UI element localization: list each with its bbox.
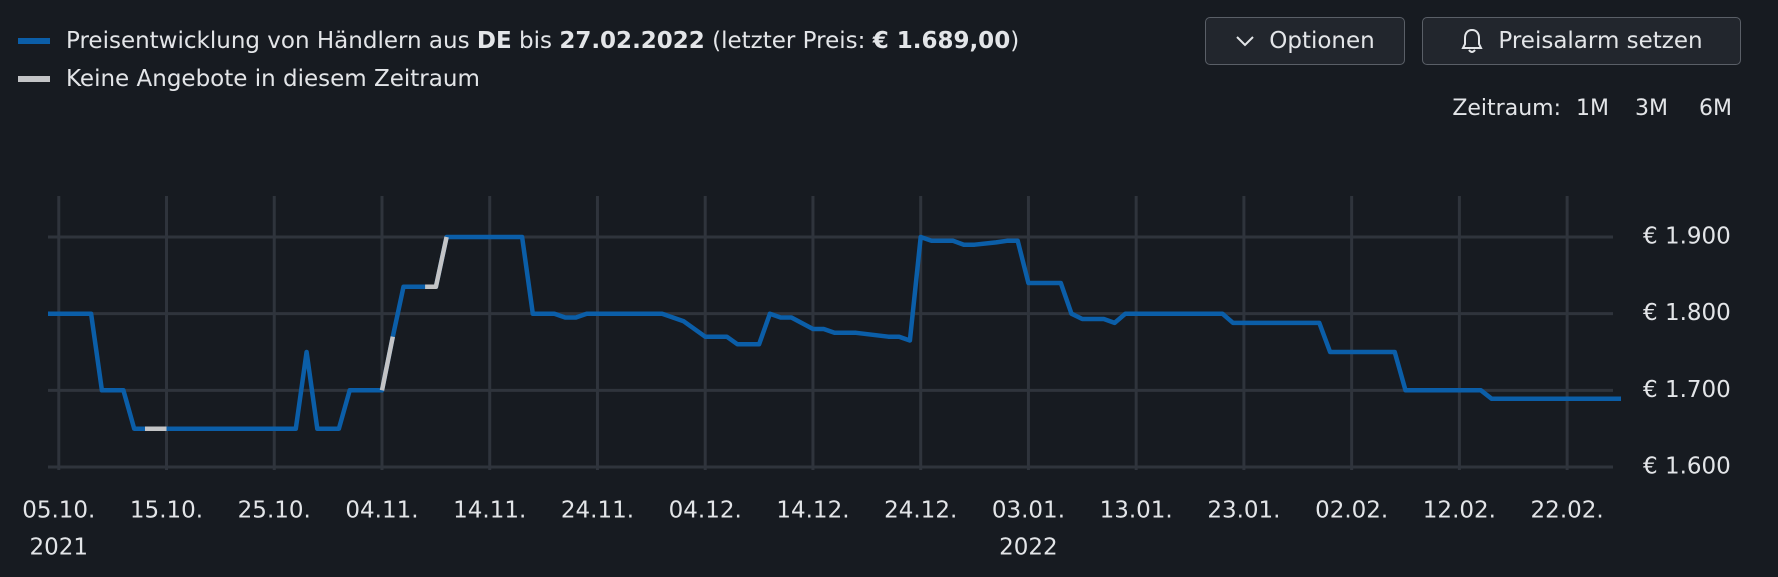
x-tick-label: 25.10. <box>238 498 311 524</box>
x-tick-label: 04.12. <box>669 498 742 524</box>
period-option[interactable]: 6M <box>1699 96 1732 121</box>
legend-entry: Preisentwicklung von Händlern aus DE bis… <box>18 28 1019 54</box>
x-tick-label: 24.12. <box>884 498 957 524</box>
year-label: 2022 <box>999 535 1058 561</box>
button-label: Optionen <box>1269 28 1375 54</box>
legend-swatch <box>18 76 50 82</box>
legend-label: Preisentwicklung von Händlern aus DE bis… <box>66 28 1019 54</box>
price-line <box>145 236 449 431</box>
x-tick-label: 14.12. <box>776 498 849 524</box>
alarm-button[interactable]: Preisalarm setzen <box>1422 17 1741 65</box>
year-label: 2021 <box>30 535 89 561</box>
y-tick-label: € 1.900 <box>1643 224 1731 250</box>
period-label: Zeitraum: <box>1452 96 1561 121</box>
x-tick-label: 04.11. <box>345 498 418 524</box>
legend-label-part: Preisentwicklung von Händlern aus <box>66 28 477 54</box>
legend-swatch <box>18 38 50 44</box>
legend-entry: Keine Angebote in diesem Zeitraum <box>18 66 480 92</box>
button-label: Preisalarm setzen <box>1498 28 1703 54</box>
x-tick-label: 23.01. <box>1207 498 1280 524</box>
x-tick-label: 14.11. <box>453 498 526 524</box>
x-tick-label: 03.01. <box>992 498 1065 524</box>
legend-label-part: 27.02.2022 <box>559 28 705 54</box>
legend-label-part: € 1.689,00 <box>872 28 1011 54</box>
legend-label-part: (letzter Preis: <box>704 28 873 54</box>
x-tick-label: 02.02. <box>1315 498 1388 524</box>
y-tick-label: € 1.600 <box>1643 454 1731 480</box>
legend-label: Keine Angebote in diesem Zeitraum <box>66 66 480 92</box>
x-tick-label: 24.11. <box>561 498 634 524</box>
y-tick-label: € 1.800 <box>1643 300 1731 326</box>
x-tick-label: 13.01. <box>1100 498 1173 524</box>
bell-icon <box>1461 28 1483 53</box>
x-tick-label: 22.02. <box>1531 498 1604 524</box>
legend-label-part: bis <box>511 28 560 54</box>
legend-label-part: ) <box>1010 28 1020 54</box>
y-tick-label: € 1.700 <box>1643 377 1731 403</box>
chevron-icon <box>1236 36 1254 47</box>
x-tick-label: 15.10. <box>130 498 203 524</box>
price-line <box>48 234 1621 431</box>
period-option[interactable]: 1M <box>1576 96 1609 121</box>
x-tick-label: 05.10. <box>22 498 95 524</box>
options-button[interactable]: Optionen <box>1205 17 1405 65</box>
x-tick-label: 12.02. <box>1423 498 1496 524</box>
legend-label-part: DE <box>476 28 512 54</box>
period-option[interactable]: 3M <box>1635 96 1668 121</box>
